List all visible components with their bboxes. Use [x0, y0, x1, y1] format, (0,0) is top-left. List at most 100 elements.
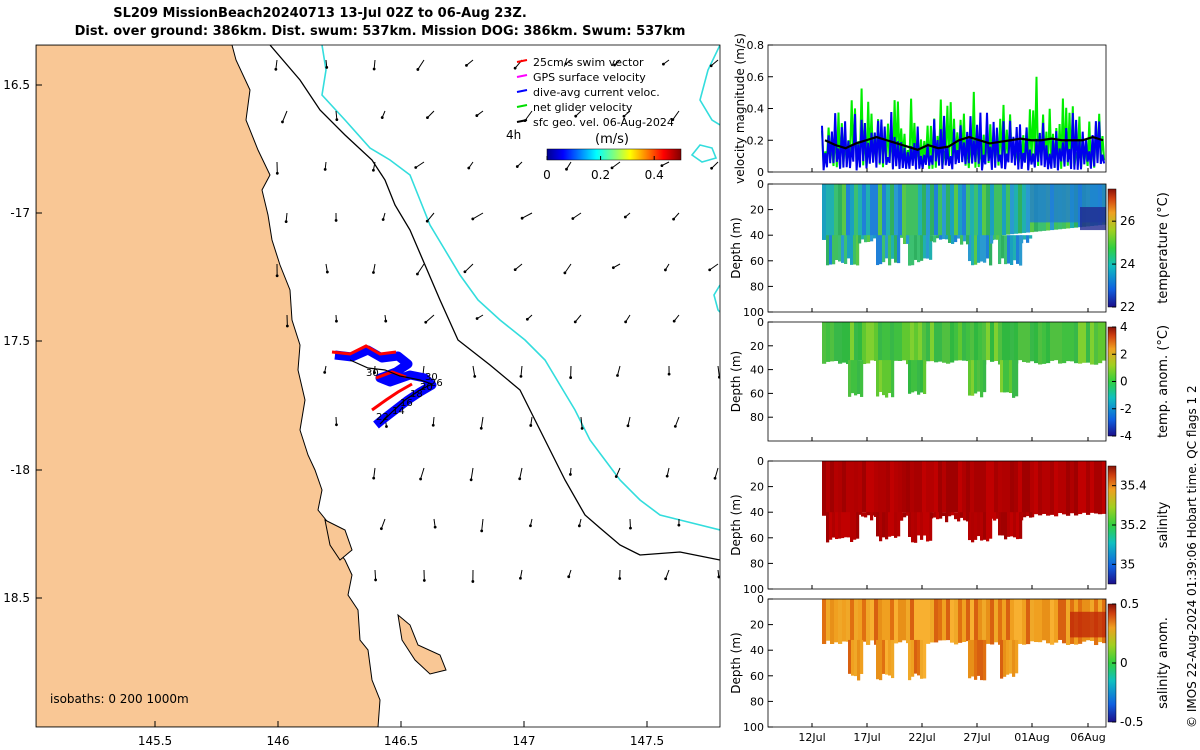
heatmap-cell — [1070, 461, 1075, 514]
velocity-arrow — [763, 60, 767, 65]
heatmap-cell — [898, 599, 903, 643]
legend-marker — [516, 59, 528, 63]
heatmap-cell — [982, 599, 987, 645]
velocity-arrow-head — [381, 218, 385, 221]
velocity-arrow-head — [574, 114, 578, 118]
heatmap-cell — [968, 512, 972, 541]
heatmap-cell — [970, 599, 975, 643]
colorbar-tick-label: 24 — [1120, 257, 1135, 271]
heatmap-cell — [1010, 512, 1014, 537]
heatmap-cell — [1042, 322, 1047, 364]
heatmap-cell — [920, 360, 924, 393]
heatmap-cell — [891, 512, 895, 536]
heatmap-cell — [874, 461, 879, 517]
y-tick-label: 60 — [750, 387, 764, 400]
heatmap-cell — [980, 512, 984, 541]
heatmap-cell — [974, 599, 979, 641]
heatmap-cell — [878, 322, 883, 362]
heatmap-cell — [835, 235, 839, 261]
colorbar-tick-label: 0 — [1120, 375, 1128, 389]
velocity-arrow-head — [580, 426, 584, 430]
colorbar-tick-label: 35 — [1120, 557, 1135, 571]
y-tick-label: 80 — [750, 411, 764, 424]
velocity-arrow-head — [275, 274, 279, 278]
heatmap-cell — [918, 184, 923, 240]
heatmap-cell — [847, 512, 851, 538]
velocity-arrow-head — [475, 317, 479, 320]
heatmap-cell — [923, 360, 927, 395]
heatmap-cell — [826, 235, 830, 266]
isobath-1000m — [699, 45, 720, 126]
velocity-arrow — [766, 570, 767, 577]
heatmap-cell — [1007, 512, 1011, 537]
colorbar-tick-label: -0.5 — [1120, 715, 1143, 729]
heatmap-cell — [922, 184, 927, 240]
velocity-arrow-head — [335, 319, 338, 323]
heatmap-cell — [983, 360, 987, 393]
heatmap-cell — [996, 235, 1000, 240]
heatmap-cell — [846, 322, 851, 365]
chart-title: SL209 MissionBeach20240713 13-Jul 02Z to… — [113, 6, 527, 21]
heatmap-cell — [834, 184, 839, 240]
heatmap-cell — [933, 512, 937, 518]
velocity-arrow — [530, 416, 533, 426]
heatmap-cell — [882, 235, 886, 263]
velocity-arrow — [480, 416, 484, 429]
heatmap-cell — [894, 322, 899, 361]
velocity-arrow-head — [424, 320, 428, 324]
velocity-arrow-head — [677, 523, 681, 527]
velocity-arrow-head — [431, 423, 435, 427]
heatmap-cell — [930, 322, 935, 362]
heatmap-cell — [838, 461, 843, 513]
heatmap-cell — [986, 461, 991, 516]
heatmap-cell — [854, 599, 859, 642]
heatmap-cell — [1004, 512, 1008, 540]
heatmap-cell — [876, 360, 880, 397]
map-frame — [35, 44, 721, 728]
heatmap-cell — [908, 512, 912, 537]
y-tick-label: 100 — [743, 583, 764, 596]
velocity-arrow — [422, 365, 425, 375]
credit-text: © IMOS 22-Aug-2024 01:39:06 Hobart time.… — [1185, 385, 1199, 728]
heatmap-cell — [1022, 322, 1027, 363]
velocity-arrow — [724, 519, 728, 527]
x-tick-label: 27Jul — [963, 731, 990, 744]
heatmap-cell — [894, 512, 898, 538]
heatmap-cell — [830, 322, 835, 362]
velocity-arrow-head — [274, 67, 278, 71]
x-tick-label: 147.5 — [630, 734, 664, 748]
heatmap-cell — [989, 235, 993, 266]
heatmap-cell — [982, 461, 987, 517]
y-tick-label: 60 — [750, 670, 764, 683]
legend-entry: dive-avg current veloc. — [533, 86, 660, 99]
velocity-arrow-head — [773, 424, 776, 427]
heatmap-cell — [1006, 322, 1011, 364]
velocity-arrow-head — [664, 268, 667, 272]
heatmap-cell — [1062, 322, 1067, 364]
velocity-arrow-head — [372, 476, 376, 480]
velocity-arrow-head — [372, 271, 375, 274]
heatmap-cell — [882, 461, 887, 514]
heatmap-cell — [1010, 461, 1015, 513]
x-tick-label: 06Aug — [1070, 731, 1105, 744]
heatmap-cell — [977, 360, 981, 392]
colorbar-label: salinity anom. — [1156, 617, 1171, 709]
heatmap-cell — [854, 322, 859, 362]
heatmap-cell — [994, 322, 999, 361]
velocity-arrow-head — [769, 119, 772, 122]
heatmap-cell — [890, 461, 895, 514]
velocity-arrow-head — [725, 427, 728, 430]
heatmap-cell — [1030, 322, 1035, 362]
heatmap-cell — [1090, 461, 1095, 513]
heatmap-cell — [830, 184, 835, 240]
heatmap-cell — [946, 461, 951, 514]
heatmap-cell — [911, 639, 915, 677]
heatmap-cell — [826, 512, 830, 543]
heatmap-cell — [1098, 461, 1103, 515]
heatmap-cell — [1006, 461, 1011, 514]
velocity-arrow-head — [717, 575, 720, 579]
colorbar-label: salinity — [1156, 501, 1171, 548]
velocity-arrow-head — [519, 374, 523, 378]
velocity-arrow-head — [664, 577, 668, 581]
heatmap-cell — [873, 512, 877, 516]
